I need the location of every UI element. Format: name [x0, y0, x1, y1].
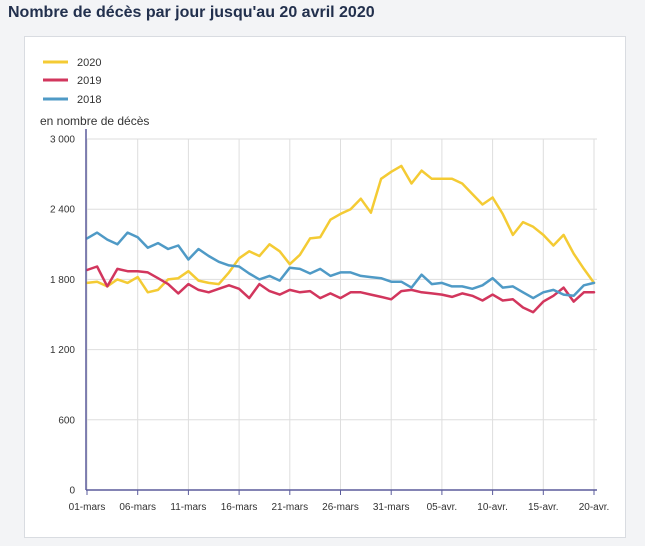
x-tick-label: 01-mars: [69, 502, 106, 513]
series-line-2020[interactable]: [85, 164, 596, 294]
y-tick-label: 600: [58, 415, 75, 426]
legend: 2020 2019 2018: [43, 57, 101, 106]
line-chart: 2020 2019 2018 en nombre de décès 0 600 1 …: [40, 57, 610, 513]
x-tick-label: 11-mars: [170, 502, 206, 513]
chart-card: 2020 2019 2018 en nombre de décès 0 600 1 …: [24, 36, 626, 538]
y-tick-label: 2 400: [50, 205, 75, 216]
x-tick-label: 21-mars: [271, 502, 308, 513]
legend-label-2019[interactable]: 2019: [77, 75, 101, 87]
x-tick-label: 26-mars: [322, 502, 359, 513]
series-line-2018[interactable]: [85, 231, 596, 300]
x-tick-label: 31-mars: [373, 502, 410, 513]
legend-label-2020[interactable]: 2020: [77, 57, 101, 69]
y-axis-unit-label: en nombre de décès: [40, 114, 149, 128]
series-lines: [85, 164, 596, 314]
gridlines: [86, 138, 597, 490]
x-tick-label: 16-mars: [221, 502, 258, 513]
legend-label-2018[interactable]: 2018: [77, 94, 101, 106]
x-axis-ticks: 01-mars 06-mars 11-mars 16-mars 21-mars 26-ma…: [69, 490, 610, 513]
series-line-2019[interactable]: [85, 265, 596, 314]
y-axis-ticks: 0 600 1 200 1 800 2 400 3 000: [50, 135, 75, 497]
page-title: Nombre de décès par jour jusqu'au 20 avr…: [8, 4, 375, 21]
x-tick-label: 06-mars: [119, 502, 156, 513]
y-tick-label: 1 800: [50, 275, 75, 286]
x-tick-label: 20-avr.: [579, 502, 610, 513]
x-tick-label: 05-avr.: [427, 502, 458, 513]
y-tick-label: 3 000: [50, 135, 75, 146]
x-tick-label: 10-avr.: [477, 502, 508, 513]
y-tick-label: 0: [69, 486, 75, 497]
y-tick-label: 1 200: [50, 345, 75, 356]
x-tick-label: 15-avr.: [528, 502, 559, 513]
